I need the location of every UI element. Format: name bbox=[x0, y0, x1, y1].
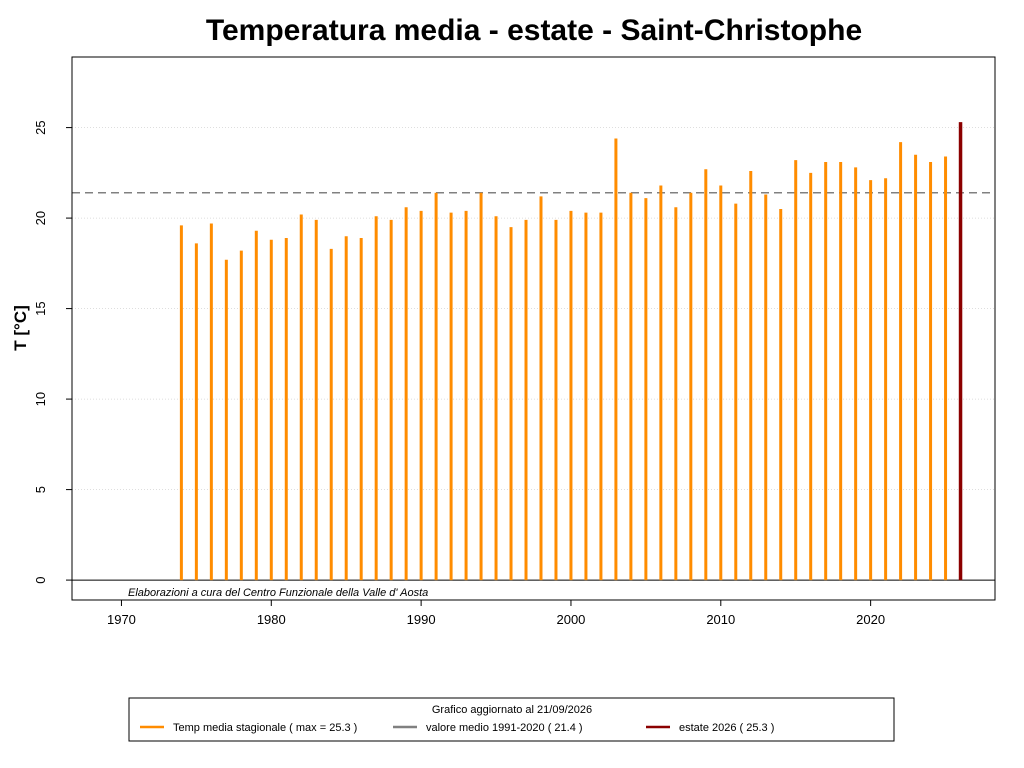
y-tick-label: 25 bbox=[33, 120, 48, 134]
chart-title: Temperatura media - estate - Saint-Chris… bbox=[206, 14, 862, 47]
legend-title: Grafico aggiornato al 21/09/2026 bbox=[432, 704, 592, 716]
y-axis: 0 5 10 15 20 25 bbox=[33, 120, 73, 584]
x-axis: 1970 1980 1990 2000 2010 2020 bbox=[107, 599, 885, 627]
y-axis-label: T [°C] bbox=[11, 305, 30, 351]
legend-label-mean: valore medio 1991-2020 ( 21.4 ) bbox=[426, 722, 583, 734]
legend-label-current: estate 2026 ( 25.3 ) bbox=[679, 722, 774, 734]
x-tick-label: 1970 bbox=[107, 612, 136, 627]
bars bbox=[179, 122, 963, 581]
y-tick-label: 15 bbox=[33, 301, 48, 315]
y-tick-label: 20 bbox=[33, 211, 48, 225]
x-tick-label: 1980 bbox=[257, 612, 286, 627]
y-tick-label: 10 bbox=[33, 392, 48, 406]
x-tick-label: 2000 bbox=[556, 612, 585, 627]
x-tick-label: 1990 bbox=[407, 612, 436, 627]
legend: Grafico aggiornato al 21/09/2026 Temp me… bbox=[128, 697, 895, 742]
y-tick-label: 0 bbox=[33, 576, 48, 583]
x-tick-label: 2020 bbox=[856, 612, 885, 627]
legend-box bbox=[128, 697, 895, 742]
x-tick-label: 2010 bbox=[706, 612, 735, 627]
credit-note: Elaborazioni a cura del Centro Funzional… bbox=[128, 587, 428, 599]
y-tick-label: 5 bbox=[33, 486, 48, 493]
legend-label-seasonal: Temp media stagionale ( max = 25.3 ) bbox=[173, 722, 357, 734]
